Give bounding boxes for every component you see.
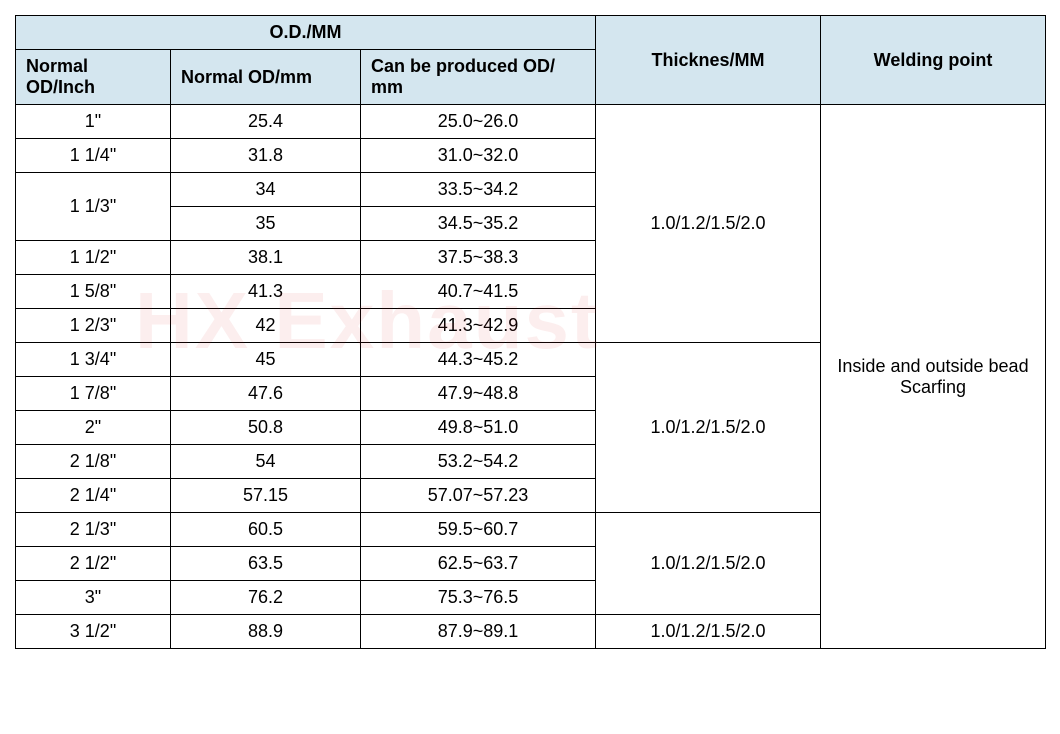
cell-od-produced: 75.3~76.5: [361, 581, 596, 615]
cell-od-inch: 3": [16, 581, 171, 615]
specification-table: O.D./MM Thicknes/MM Welding point Normal…: [15, 15, 1046, 649]
cell-od-produced: 57.07~57.23: [361, 479, 596, 513]
cell-od-produced: 37.5~38.3: [361, 241, 596, 275]
cell-od-produced: 34.5~35.2: [361, 207, 596, 241]
cell-thickness: 1.0/1.2/1.5/2.0: [596, 615, 821, 649]
header-od-mm: Normal OD/mm: [171, 50, 361, 105]
cell-od-mm: 41.3: [171, 275, 361, 309]
cell-od-mm: 50.8: [171, 411, 361, 445]
cell-od-inch: 1 1/3": [16, 173, 171, 241]
header-od-produced: Can be produced OD/ mm: [361, 50, 596, 105]
cell-od-mm: 88.9: [171, 615, 361, 649]
cell-od-mm: 45: [171, 343, 361, 377]
cell-od-mm: 35: [171, 207, 361, 241]
cell-od-inch: 3 1/2": [16, 615, 171, 649]
cell-od-produced: 31.0~32.0: [361, 139, 596, 173]
cell-welding: Inside and outside bead Scarfing: [821, 105, 1046, 649]
header-row-1: O.D./MM Thicknes/MM Welding point: [16, 16, 1046, 50]
header-od-inch: Normal OD/Inch: [16, 50, 171, 105]
cell-od-produced: 49.8~51.0: [361, 411, 596, 445]
cell-od-inch: 1 1/2": [16, 241, 171, 275]
cell-od-mm: 60.5: [171, 513, 361, 547]
cell-od-mm: 63.5: [171, 547, 361, 581]
cell-od-produced: 25.0~26.0: [361, 105, 596, 139]
header-od-group: O.D./MM: [16, 16, 596, 50]
cell-thickness: 1.0/1.2/1.5/2.0: [596, 105, 821, 343]
cell-od-produced: 59.5~60.7: [361, 513, 596, 547]
cell-thickness: 1.0/1.2/1.5/2.0: [596, 513, 821, 615]
cell-od-mm: 34: [171, 173, 361, 207]
header-welding: Welding point: [821, 16, 1046, 105]
header-thickness: Thicknes/MM: [596, 16, 821, 105]
table-body: 1"25.425.0~26.01.0/1.2/1.5/2.0Inside and…: [16, 105, 1046, 649]
cell-od-inch: 2 1/3": [16, 513, 171, 547]
cell-od-produced: 40.7~41.5: [361, 275, 596, 309]
cell-od-produced: 87.9~89.1: [361, 615, 596, 649]
cell-od-inch: 2 1/4": [16, 479, 171, 513]
cell-od-inch: 1": [16, 105, 171, 139]
cell-od-produced: 33.5~34.2: [361, 173, 596, 207]
cell-od-produced: 47.9~48.8: [361, 377, 596, 411]
cell-od-mm: 42: [171, 309, 361, 343]
cell-od-inch: 1 5/8": [16, 275, 171, 309]
cell-od-produced: 62.5~63.7: [361, 547, 596, 581]
cell-od-produced: 53.2~54.2: [361, 445, 596, 479]
cell-od-mm: 31.8: [171, 139, 361, 173]
cell-od-mm: 38.1: [171, 241, 361, 275]
cell-od-inch: 1 2/3": [16, 309, 171, 343]
cell-od-inch: 1 1/4": [16, 139, 171, 173]
cell-od-inch: 1 3/4": [16, 343, 171, 377]
cell-od-inch: 1 7/8": [16, 377, 171, 411]
cell-od-mm: 76.2: [171, 581, 361, 615]
cell-od-mm: 47.6: [171, 377, 361, 411]
cell-od-mm: 25.4: [171, 105, 361, 139]
table-row: 1"25.425.0~26.01.0/1.2/1.5/2.0Inside and…: [16, 105, 1046, 139]
cell-od-produced: 44.3~45.2: [361, 343, 596, 377]
cell-od-mm: 57.15: [171, 479, 361, 513]
cell-od-inch: 2 1/8": [16, 445, 171, 479]
cell-od-produced: 41.3~42.9: [361, 309, 596, 343]
cell-od-inch: 2 1/2": [16, 547, 171, 581]
cell-od-mm: 54: [171, 445, 361, 479]
table-container: HX Exhaust O.D./MM Thicknes/MM Welding p…: [15, 15, 1045, 649]
cell-thickness: 1.0/1.2/1.5/2.0: [596, 343, 821, 513]
table-header: O.D./MM Thicknes/MM Welding point Normal…: [16, 16, 1046, 105]
cell-od-inch: 2": [16, 411, 171, 445]
